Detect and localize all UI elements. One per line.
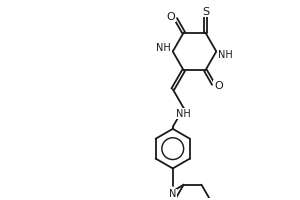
Text: S: S bbox=[202, 7, 209, 17]
Text: N: N bbox=[169, 189, 176, 199]
Text: O: O bbox=[167, 12, 175, 22]
Text: NH: NH bbox=[176, 109, 191, 119]
Text: O: O bbox=[214, 81, 223, 91]
Text: NH: NH bbox=[157, 43, 171, 53]
Text: NH: NH bbox=[218, 50, 232, 60]
